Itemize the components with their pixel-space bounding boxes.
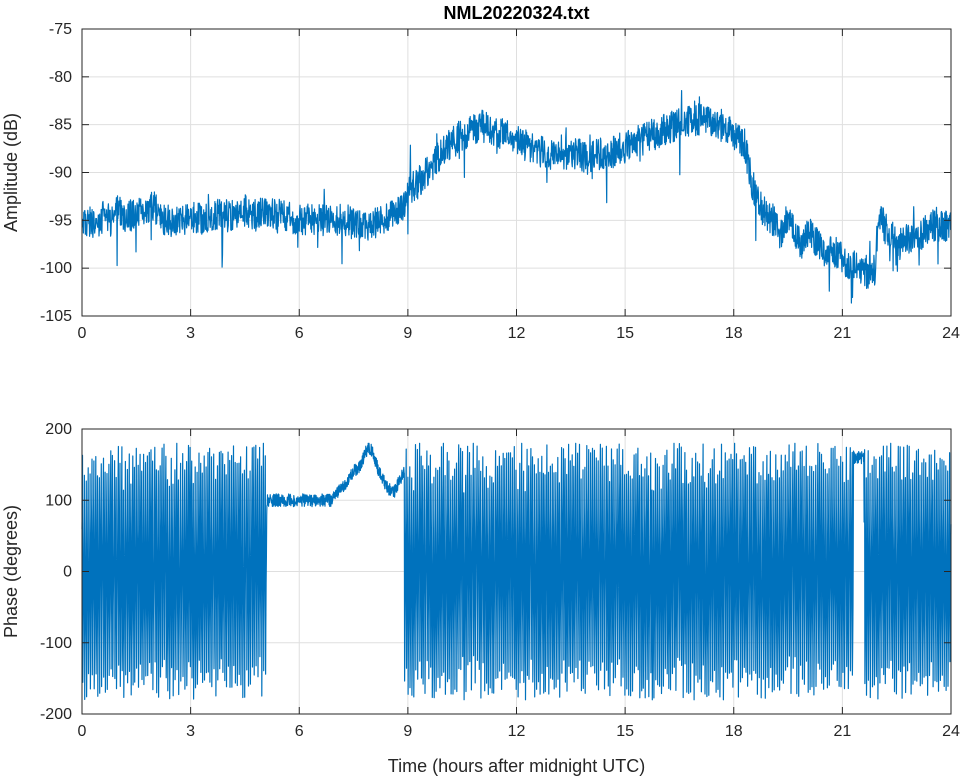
amplitude-ticks: 0 3 6 9 12 15 18 21 24 -105 -100 -95 -90 -85 -80 -75 [40, 21, 960, 342]
x-axis-label: Time (hours after midnight UTC) [388, 756, 645, 776]
y-tick-label: -75 [49, 21, 72, 38]
x-tick-label: 0 [78, 325, 87, 342]
x-tick-label: 18 [725, 723, 743, 740]
x-tick-label: 12 [508, 325, 526, 342]
x-tick-label: 9 [403, 325, 412, 342]
x-tick-label: 0 [78, 723, 87, 740]
phase-panel: 0 3 6 9 12 15 18 21 24 -200 -100 0 100 200 Phase (deg… [1, 421, 960, 776]
y-tick-label: -200 [40, 706, 72, 723]
y-tick-label: -85 [49, 117, 72, 134]
y-tick-label: -100 [40, 635, 72, 652]
phase-series-line [81, 442, 952, 701]
x-tick-label: 9 [403, 723, 412, 740]
y-tick-label: -95 [49, 212, 72, 229]
amplitude-y-axis-label: Amplitude (dB) [1, 113, 21, 232]
x-tick-label: 15 [616, 723, 634, 740]
x-tick-label: 3 [186, 723, 195, 740]
x-tick-label: 12 [508, 723, 526, 740]
phase-y-axis-label: Phase (degrees) [1, 505, 21, 638]
y-tick-label: 0 [63, 564, 72, 581]
phase-series-layer [81, 442, 952, 701]
x-tick-label: 21 [833, 325, 851, 342]
x-tick-label: 21 [833, 723, 851, 740]
chart-title: NML20220324.txt [443, 3, 589, 23]
x-tick-label: 6 [295, 723, 304, 740]
x-tick-label: 24 [942, 325, 960, 342]
phase-ticks: 0 3 6 9 12 15 18 21 24 -200 -100 0 100 200 [40, 421, 960, 740]
amplitude-panel: 0 3 6 9 12 15 18 21 24 -105 -100 -95 -90 -85 -80 -75 NM… [1, 3, 960, 342]
y-tick-label: -80 [49, 69, 72, 86]
y-tick-label: -100 [40, 260, 72, 277]
y-tick-label: 100 [45, 492, 72, 509]
x-tick-label: 15 [616, 325, 634, 342]
y-tick-label: -90 [49, 165, 72, 182]
amplitude-series-line [81, 90, 952, 304]
x-tick-label: 6 [295, 325, 304, 342]
y-tick-label: -105 [40, 308, 72, 325]
amplitude-series-layer [81, 90, 952, 304]
x-tick-label: 3 [186, 325, 195, 342]
x-tick-label: 24 [942, 723, 960, 740]
y-tick-label: 200 [45, 421, 72, 438]
x-tick-label: 18 [725, 325, 743, 342]
